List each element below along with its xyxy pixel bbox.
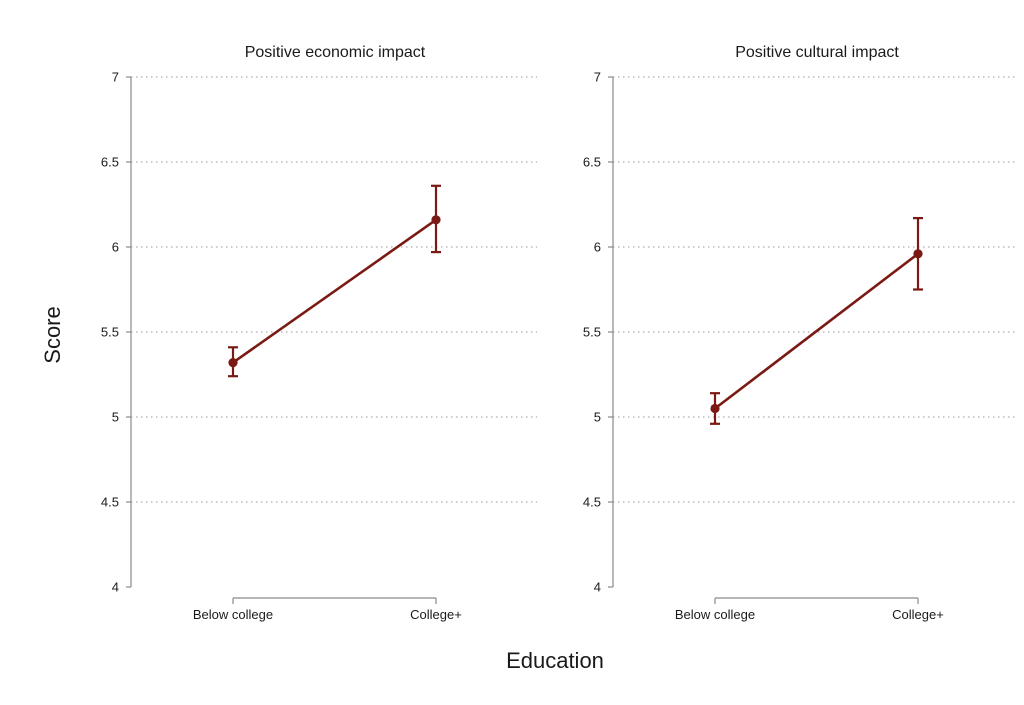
y-tick-label: 6.5: [101, 155, 119, 170]
y-tick-label: 5.5: [583, 325, 601, 340]
y-tick-label: 5.5: [101, 325, 119, 340]
panel-title: Positive economic impact: [245, 44, 426, 61]
y-tick-label: 6: [112, 240, 119, 255]
y-tick-label: 5: [112, 410, 119, 425]
y-tick-label: 5: [594, 410, 601, 425]
series-line: [231, 218, 438, 364]
panel-2: Positive cultural impact 4 4.5 5 5.5 6 6.5 7 Bel…: [583, 44, 1018, 622]
data-point: [431, 215, 441, 225]
data-point: [913, 249, 923, 259]
panel-title: Positive cultural impact: [735, 44, 899, 61]
y-tick-label: 4.5: [583, 495, 601, 510]
y-tick-label: 6: [594, 240, 601, 255]
x-tick-label: College+: [892, 607, 944, 622]
chart-panels: Positive economic impact 4 4.5 5 5.5 6 6.5 7 Bel…: [101, 44, 1018, 622]
y-tick-label: 4: [112, 580, 119, 595]
x-axis-title: Education: [506, 648, 604, 673]
panel-1: Positive economic impact 4 4.5 5 5.5 6 6.5 7 Bel…: [101, 44, 537, 622]
y-axis-title: Score: [40, 306, 65, 363]
y-tick-label: 4: [594, 580, 601, 595]
y-tick-label: 4.5: [101, 495, 119, 510]
series-line: [713, 252, 920, 410]
x-tick-label: College+: [410, 607, 462, 622]
y-tick-label: 6.5: [583, 155, 601, 170]
y-tick-label: 7: [112, 70, 119, 85]
x-tick-label: Below college: [193, 607, 273, 622]
x-tick-label: Below college: [675, 607, 755, 622]
y-tick-label: 7: [594, 70, 601, 85]
data-point: [710, 403, 720, 414]
data-point: [228, 358, 238, 368]
